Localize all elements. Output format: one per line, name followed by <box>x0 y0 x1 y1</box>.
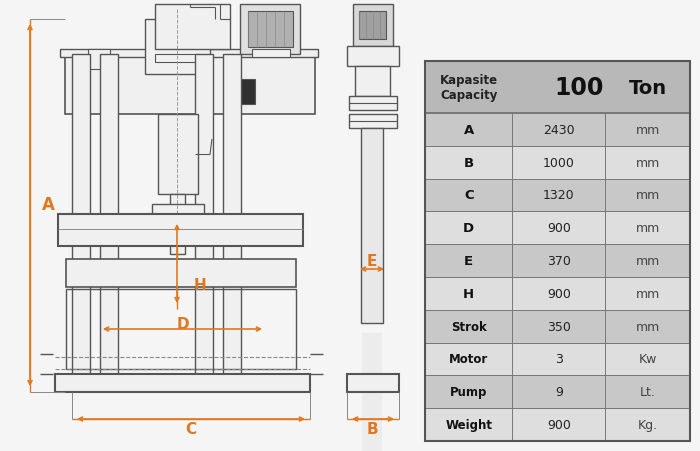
Bar <box>170 194 185 254</box>
Text: 3: 3 <box>555 353 563 366</box>
Text: 1320: 1320 <box>543 189 575 202</box>
Text: mm: mm <box>636 124 659 137</box>
Text: H: H <box>194 277 206 292</box>
Bar <box>349 97 397 111</box>
Text: Motor: Motor <box>449 353 489 366</box>
Bar <box>425 179 690 212</box>
Bar <box>100 55 118 384</box>
Text: Lt.: Lt. <box>640 386 655 398</box>
Bar <box>347 374 399 392</box>
Bar <box>248 12 293 48</box>
Bar <box>65 55 315 115</box>
Text: 900: 900 <box>547 222 570 235</box>
Text: mm: mm <box>636 287 659 300</box>
Text: D: D <box>463 222 475 235</box>
Bar <box>158 115 198 194</box>
Bar <box>425 343 690 376</box>
Text: B: B <box>366 422 378 437</box>
Bar <box>155 55 200 63</box>
Text: A: A <box>41 196 55 213</box>
Bar <box>60 50 318 58</box>
Text: mm: mm <box>636 189 659 202</box>
Bar <box>362 333 382 451</box>
Text: 900: 900 <box>547 287 570 300</box>
Bar <box>225 80 255 105</box>
Bar <box>347 47 399 67</box>
Text: mm: mm <box>636 254 659 267</box>
Text: 9: 9 <box>555 386 563 398</box>
Text: H: H <box>463 287 475 300</box>
Bar <box>58 215 303 246</box>
Text: Kapasite
Capacity: Kapasite Capacity <box>440 74 498 102</box>
Text: 370: 370 <box>547 254 570 267</box>
Bar <box>72 55 90 384</box>
Bar <box>359 12 386 40</box>
Text: 100: 100 <box>554 76 603 100</box>
Bar <box>425 114 690 147</box>
Bar <box>425 62 690 441</box>
Bar <box>425 244 690 277</box>
Bar <box>66 290 296 369</box>
Bar <box>425 376 690 408</box>
Bar <box>425 408 690 441</box>
Bar <box>425 147 690 179</box>
Bar <box>223 55 241 384</box>
Text: Ton: Ton <box>629 78 666 97</box>
Bar <box>425 310 690 343</box>
Bar <box>349 115 397 129</box>
Bar <box>425 62 690 114</box>
Bar <box>195 55 213 384</box>
Bar <box>88 50 110 70</box>
Bar <box>252 50 290 58</box>
Bar <box>361 129 383 323</box>
Text: Weight: Weight <box>445 418 492 431</box>
Text: 1000: 1000 <box>543 156 575 169</box>
Text: D: D <box>176 317 189 332</box>
Bar <box>145 20 210 75</box>
Text: mm: mm <box>636 156 659 169</box>
Bar <box>355 67 390 97</box>
Text: E: E <box>367 254 377 269</box>
Text: E: E <box>464 254 473 267</box>
Text: C: C <box>464 189 473 202</box>
Bar <box>353 5 393 47</box>
Text: 350: 350 <box>547 320 570 333</box>
Bar <box>55 374 310 392</box>
Bar <box>66 259 296 287</box>
Text: B: B <box>463 156 474 169</box>
Text: Kg.: Kg. <box>638 418 658 431</box>
Text: A: A <box>463 124 474 137</box>
Text: Pump: Pump <box>450 386 487 398</box>
Bar <box>240 5 300 55</box>
Text: mm: mm <box>636 222 659 235</box>
Text: C: C <box>186 422 197 437</box>
Bar <box>425 277 690 310</box>
Text: 2430: 2430 <box>543 124 575 137</box>
Bar <box>152 205 204 216</box>
Text: Strok: Strok <box>451 320 486 333</box>
Bar <box>425 212 690 244</box>
Text: 900: 900 <box>547 418 570 431</box>
Bar <box>155 5 230 50</box>
Text: Kw: Kw <box>638 353 657 366</box>
Bar <box>425 62 690 114</box>
Text: mm: mm <box>636 320 659 333</box>
